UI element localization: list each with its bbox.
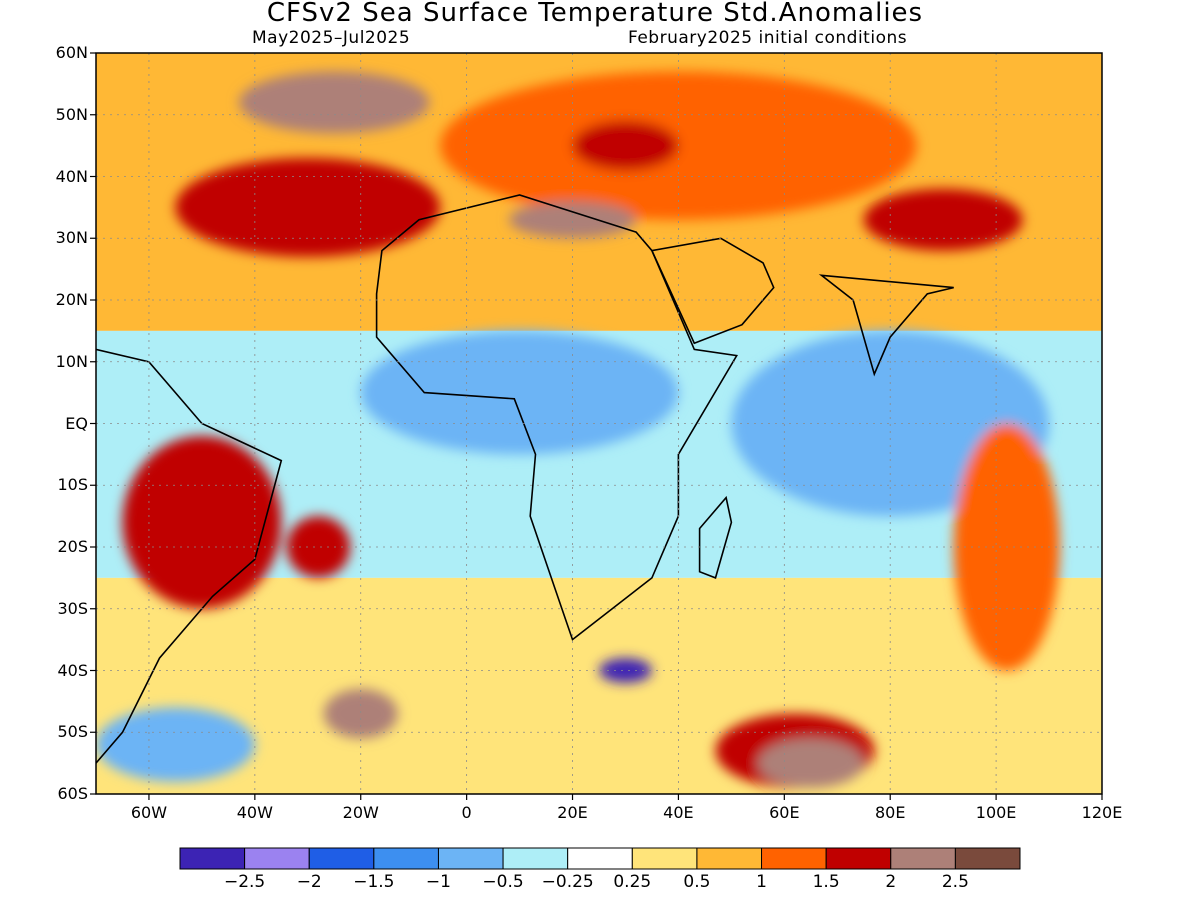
colorbar-label: −2 xyxy=(296,872,322,892)
anomaly-region-16 xyxy=(96,707,255,782)
map-title: CFSv2 Sea Surface Temperature Std.Anomal… xyxy=(266,0,924,28)
lon-label: 120E xyxy=(1081,803,1123,822)
lat-label: 60N xyxy=(55,43,88,62)
colorbar-swatch xyxy=(373,847,439,870)
colorbar-label: 0.5 xyxy=(683,872,711,892)
colorbar-swatch xyxy=(437,847,504,870)
lat-label: 20N xyxy=(55,290,88,309)
south-america-coast xyxy=(96,348,283,764)
lat-label: 40N xyxy=(55,166,88,186)
lon-label: 0 xyxy=(461,803,472,822)
anomaly-region-4 xyxy=(508,201,637,239)
lon-label: 80E xyxy=(874,803,906,822)
colorbar-label: −2.5 xyxy=(223,872,266,892)
colorbar-swatch xyxy=(308,847,375,870)
colorbar-swatch xyxy=(890,847,956,870)
colorbar-label: 2.5 xyxy=(941,872,969,892)
anomaly-region-9 xyxy=(122,435,282,609)
lat-label: 10S xyxy=(57,475,88,495)
anomaly-region-3 xyxy=(175,157,441,257)
colorbar-label: 0.25 xyxy=(613,872,652,892)
colorbar-label: 2 xyxy=(885,872,897,892)
anomaly-region-1 xyxy=(572,120,679,171)
anomaly-region-6 xyxy=(360,330,679,455)
lat-label: 50S xyxy=(57,722,88,742)
colorbar-swatch xyxy=(179,847,246,870)
colorbar-swatch xyxy=(502,847,569,870)
colorbar-label: −1 xyxy=(425,872,451,892)
colorbar-swatch xyxy=(761,847,827,870)
madagascar-coast xyxy=(698,495,733,579)
lon-label: 20E xyxy=(557,803,588,822)
lat-label: 10N xyxy=(55,351,88,371)
forecast-period: May2025–Jul2025 xyxy=(252,28,411,48)
axis-ticks xyxy=(90,52,1103,800)
lat-label: EQ xyxy=(65,413,88,433)
anomaly-region-12 xyxy=(599,658,652,683)
band-south xyxy=(96,577,1102,794)
lat-label: 20S xyxy=(57,537,88,556)
lat-label: 30S xyxy=(57,598,88,618)
colorbar-swatch xyxy=(567,847,633,870)
anomaly-field xyxy=(96,53,1102,794)
lat-label: 50N xyxy=(55,104,88,124)
lon-label: 60E xyxy=(769,803,800,822)
colorbar-swatch xyxy=(244,847,310,870)
colorbar-swatch xyxy=(954,847,1021,870)
lat-label: 30N xyxy=(55,228,88,248)
lat-label: 60S xyxy=(57,784,88,803)
lon-label: 60W xyxy=(130,803,168,822)
lon-label: 40W xyxy=(236,803,273,822)
colorbar-swatch xyxy=(825,847,892,870)
lon-label: 100E xyxy=(975,803,1017,822)
anomaly-region-5 xyxy=(863,188,1023,251)
lon-label: 40E xyxy=(663,803,694,822)
anomaly-region-14 xyxy=(757,738,864,788)
anomaly-region-11 xyxy=(323,689,398,739)
anomaly-region-2 xyxy=(238,71,430,134)
graticule xyxy=(96,53,1102,794)
colorbar xyxy=(179,847,1021,870)
colorbar-label: −1.5 xyxy=(353,872,395,892)
initial-conditions: February2025 initial conditions xyxy=(628,28,908,48)
lon-label: 20W xyxy=(342,803,379,822)
colorbar-label: 1.5 xyxy=(812,872,840,892)
colorbar-swatch xyxy=(696,847,763,870)
anomaly-region-10 xyxy=(286,516,351,578)
lat-label: 40S xyxy=(57,660,88,680)
colorbar-label: −0.5 xyxy=(482,872,524,892)
colorbar-swatch xyxy=(631,847,698,870)
colorbar-label: 1 xyxy=(756,872,767,892)
colorbar-label: −0.25 xyxy=(541,872,594,892)
